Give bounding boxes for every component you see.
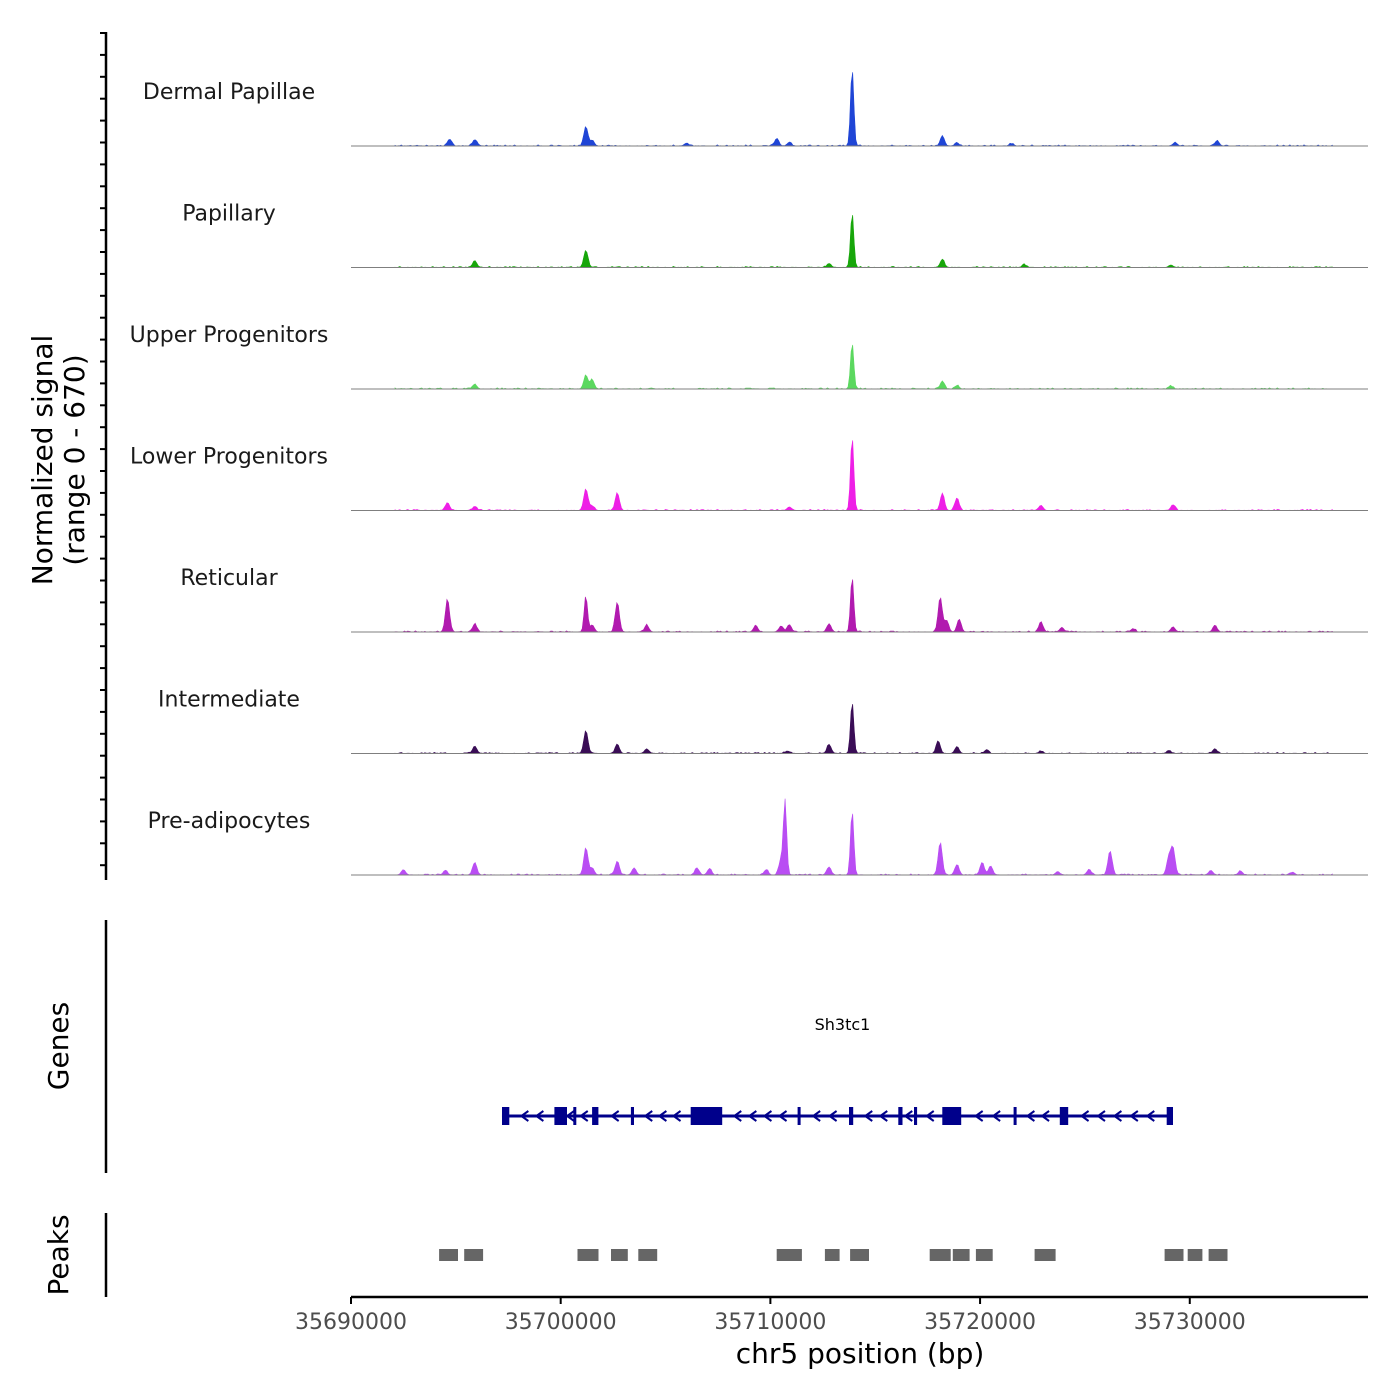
coverage-area-reticular xyxy=(394,579,1333,633)
gene-exon xyxy=(554,1107,567,1125)
strand-arrow xyxy=(609,1110,620,1122)
gene-exon xyxy=(797,1107,801,1125)
coverage-area-pre-adipocytes xyxy=(394,798,1333,876)
coverage-tracks: Dermal Papillae Papillary Upper Progenitor… xyxy=(130,72,1368,876)
strand-arrow xyxy=(878,1110,888,1122)
strand-arrow xyxy=(762,1110,773,1122)
coverage-yaxis-ticks xyxy=(100,32,106,867)
x-tick-label: 35700000 xyxy=(505,1310,617,1335)
track-label-reticular: Reticular xyxy=(180,566,278,591)
genes-panel: Genes Sh3tc1 xyxy=(42,920,1173,1173)
strand-arrow xyxy=(519,1110,529,1122)
gene-exon xyxy=(690,1107,723,1125)
peak-blocks xyxy=(439,1249,1228,1261)
peak-block xyxy=(611,1249,628,1261)
strand-arrow xyxy=(1129,1110,1139,1122)
gene-exon xyxy=(849,1107,854,1125)
peak-block xyxy=(975,1249,993,1261)
gene-exon xyxy=(573,1107,577,1125)
peaks-panel: Peaks xyxy=(42,1213,1228,1297)
strand-arrow xyxy=(903,1110,913,1122)
strand-arrow xyxy=(1040,1110,1050,1122)
track-papillary: Papillary xyxy=(182,202,1368,268)
x-tick-label: 35710000 xyxy=(714,1310,826,1335)
coverage-area-intermediate xyxy=(394,704,1333,754)
strand-arrow xyxy=(991,1110,1001,1122)
gene-label: Sh3tc1 xyxy=(815,1015,871,1034)
strand-arrow xyxy=(643,1110,653,1122)
track-label-pre-adipocytes: Pre-adipocytes xyxy=(148,809,311,834)
strand-arrow xyxy=(827,1110,838,1122)
gene-exon xyxy=(914,1107,918,1125)
strand-arrow xyxy=(863,1110,873,1122)
strand-arrow xyxy=(1145,1110,1155,1122)
peak-block xyxy=(1034,1249,1056,1261)
track-intermediate: Intermediate xyxy=(158,688,1368,754)
peak-block xyxy=(824,1249,840,1261)
coverage-area-upper-progenitors xyxy=(394,344,1333,390)
x-axis: 35690000 35700000 35710000 35720000 35730000… xyxy=(295,1295,1368,1370)
peaks-axis-title: Peaks xyxy=(42,1214,75,1295)
track-label-papillary: Papillary xyxy=(182,202,276,227)
track-label-intermediate: Intermediate xyxy=(158,688,300,713)
strand-arrow xyxy=(579,1110,589,1122)
track-pre-adipocytes: Pre-adipocytes xyxy=(148,798,1368,876)
strand-arrow xyxy=(1079,1110,1090,1122)
coverage-area-dermal-papillae xyxy=(394,72,1333,147)
strand-arrow xyxy=(657,1110,667,1122)
peak-block xyxy=(776,1249,802,1261)
peak-block xyxy=(952,1249,970,1261)
peak-block xyxy=(1164,1249,1184,1261)
track-upper-progenitors: Upper Progenitors xyxy=(130,323,1368,390)
gene-exon xyxy=(942,1107,962,1125)
peak-block xyxy=(1208,1249,1228,1261)
strand-arrow xyxy=(565,1110,575,1122)
coverage-ylabel-line2: (range 0 - 670) xyxy=(58,354,91,565)
track-label-dermal-papillae: Dermal Papillae xyxy=(143,80,315,105)
gene-exon xyxy=(502,1107,510,1125)
peak-block xyxy=(1187,1249,1203,1261)
peak-block xyxy=(850,1249,869,1261)
gene-models: Sh3tc1 xyxy=(501,1015,1173,1125)
strand-arrow xyxy=(777,1110,788,1122)
track-reticular: Reticular xyxy=(180,566,1368,633)
track-dermal-papillae: Dermal Papillae xyxy=(143,72,1368,147)
strand-arrow xyxy=(811,1110,821,1122)
strand-arrow xyxy=(925,1110,935,1122)
track-label-upper-progenitors: Upper Progenitors xyxy=(130,323,329,348)
gene-exon xyxy=(1059,1107,1069,1125)
track-lower-progenitors: Lower Progenitors xyxy=(130,440,1368,511)
coverage-panel: Normalized signal (range 0 - 670) Dermal… xyxy=(26,32,1368,880)
gene-exon xyxy=(630,1107,634,1125)
peak-block xyxy=(439,1249,458,1261)
gene-exon xyxy=(1013,1107,1017,1125)
x-tick-label: 35730000 xyxy=(1134,1310,1246,1335)
strand-arrow xyxy=(747,1110,757,1122)
x-tick-label: 35720000 xyxy=(924,1310,1036,1335)
strand-arrow xyxy=(973,1110,984,1122)
gene-exon xyxy=(592,1107,599,1125)
gene-exon xyxy=(898,1107,903,1125)
gene-exon xyxy=(1166,1107,1173,1125)
x-axis-ticks: 35690000 35700000 35710000 35720000 35730000 xyxy=(295,1297,1246,1335)
strand-arrow xyxy=(534,1110,544,1122)
x-tick-label: 35690000 xyxy=(295,1310,407,1335)
peak-block xyxy=(577,1249,599,1261)
gene-sh3tc1: Sh3tc1 xyxy=(501,1015,1173,1125)
strand-arrow xyxy=(1025,1110,1035,1122)
genes-axis-title: Genes xyxy=(42,1002,75,1090)
track-label-lower-progenitors: Lower Progenitors xyxy=(130,445,328,470)
strand-arrow xyxy=(1112,1110,1123,1122)
coverage-area-lower-progenitors xyxy=(394,440,1333,511)
strand-arrow xyxy=(1096,1110,1106,1122)
strand-arrow xyxy=(671,1110,682,1122)
coverage-area-papillary xyxy=(394,215,1333,268)
coverage-ylabel-line1: Normalized signal xyxy=(26,335,59,586)
peak-block xyxy=(929,1249,951,1261)
peak-block xyxy=(464,1249,484,1261)
peak-block xyxy=(638,1249,658,1261)
strand-arrow xyxy=(732,1110,742,1122)
x-axis-title: chr5 position (bp) xyxy=(736,1337,985,1370)
